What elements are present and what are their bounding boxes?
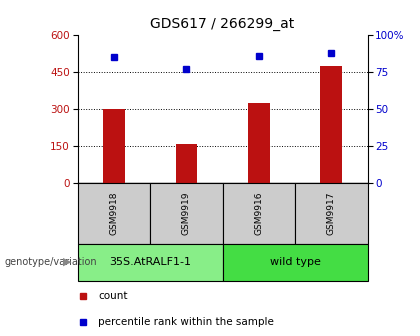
Text: GSM9917: GSM9917 [327, 192, 336, 235]
Bar [223, 244, 368, 281]
Bar [78, 244, 223, 281]
Bar [78, 183, 150, 244]
Text: GSM9916: GSM9916 [255, 192, 263, 235]
Text: wild type: wild type [270, 257, 320, 267]
Title: GDS617 / 266299_at: GDS617 / 266299_at [150, 17, 295, 32]
Bar [103, 109, 125, 183]
Text: percentile rank within the sample: percentile rank within the sample [98, 317, 274, 327]
Text: count: count [98, 291, 128, 301]
Text: 35S.AtRALF1-1: 35S.AtRALF1-1 [109, 257, 191, 267]
Bar [320, 66, 342, 183]
Text: GSM9919: GSM9919 [182, 192, 191, 235]
Text: ▶: ▶ [63, 257, 71, 267]
Text: genotype/variation: genotype/variation [4, 257, 97, 267]
Bar [223, 183, 295, 244]
Bar [150, 183, 223, 244]
Bar [295, 183, 368, 244]
Bar [176, 144, 197, 183]
Text: GSM9918: GSM9918 [110, 192, 118, 235]
Bar [248, 103, 270, 183]
